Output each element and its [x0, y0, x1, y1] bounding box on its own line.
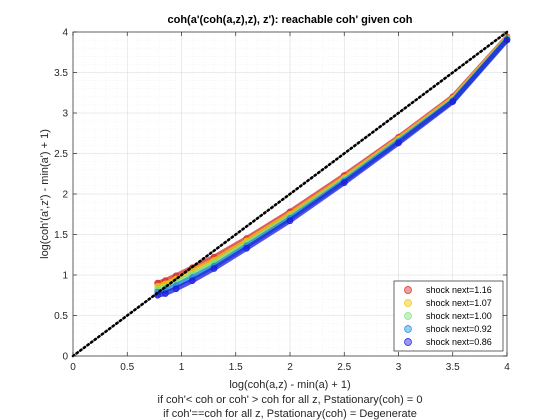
x-tick-label: 1.5 [229, 362, 243, 373]
y-axis-ticks: 0 0.5 1 1.5 2 2.5 3 3.5 4 [54, 28, 507, 363]
x-axis-label: log(coh(a,z) - min(a) + 1) [229, 379, 350, 391]
legend-label: shock next=1.16 [426, 285, 492, 295]
y-tick-label: 1 [62, 271, 68, 282]
data-point [449, 98, 457, 105]
legend-label: shock next=1.00 [426, 311, 492, 321]
data-point [340, 179, 348, 186]
data-point [189, 277, 196, 284]
legend-label: shock next=1.07 [426, 298, 492, 308]
data-point [172, 285, 180, 293]
series-5 [154, 36, 511, 299]
x-tick-label: 0 [70, 362, 76, 373]
series-layer [154, 33, 511, 299]
legend-marker [404, 325, 412, 333]
data-point [210, 265, 218, 272]
x-tick-label: 1 [179, 362, 185, 373]
legend-label: shock next=0.86 [426, 337, 492, 347]
x-tick-label: 2.5 [337, 362, 351, 373]
legend-items: shock next=1.16 shock next=1.07 shock next… [404, 285, 492, 347]
x-axis-note-1: if coh'< coh or coh' > coh for all z, Ps… [158, 394, 423, 406]
legend-label: shock next=0.92 [426, 324, 492, 334]
y-tick-label: 0.5 [54, 311, 68, 322]
x-axis-note-2: if coh'==coh for all z, Pstationary(coh)… [163, 408, 417, 420]
x-tick-label: 3.5 [446, 362, 460, 373]
x-axis-ticks: 0 0.5 1 1.5 2 2.5 3 3.5 4 [70, 32, 510, 373]
reference-line [71, 30, 509, 358]
y-tick-label: 1.5 [54, 230, 68, 241]
legend: shock next=1.16 shock next=1.07 shock next… [393, 280, 504, 352]
y-axis-label: log(coh'(a',z') - min(a') + 1) [39, 129, 51, 259]
y-tick-label: 2 [62, 190, 68, 201]
legend-marker [404, 299, 412, 307]
x-tick-label: 0.5 [120, 362, 134, 373]
x-tick-label: 4 [504, 362, 510, 373]
chart-title: coh(a'(coh(a,z),z), z'): reachable coh' … [168, 14, 413, 26]
x-tick-label: 3 [396, 362, 402, 373]
data-point [395, 139, 402, 147]
y-tick-label: 3 [62, 109, 68, 120]
y-tick-label: 2.5 [54, 149, 68, 160]
y-tick-label: 4 [62, 28, 68, 39]
y-tick-label: 3.5 [54, 68, 68, 79]
legend-marker [404, 338, 412, 346]
legend-marker [404, 312, 412, 320]
reference-line-layer [71, 30, 509, 358]
data-point [286, 217, 294, 225]
y-tick-label: 0 [62, 352, 68, 363]
legend-box [393, 280, 504, 352]
x-tick-label: 2 [287, 362, 293, 373]
data-point [161, 290, 169, 297]
data-point [243, 244, 250, 252]
legend-marker [404, 286, 412, 294]
